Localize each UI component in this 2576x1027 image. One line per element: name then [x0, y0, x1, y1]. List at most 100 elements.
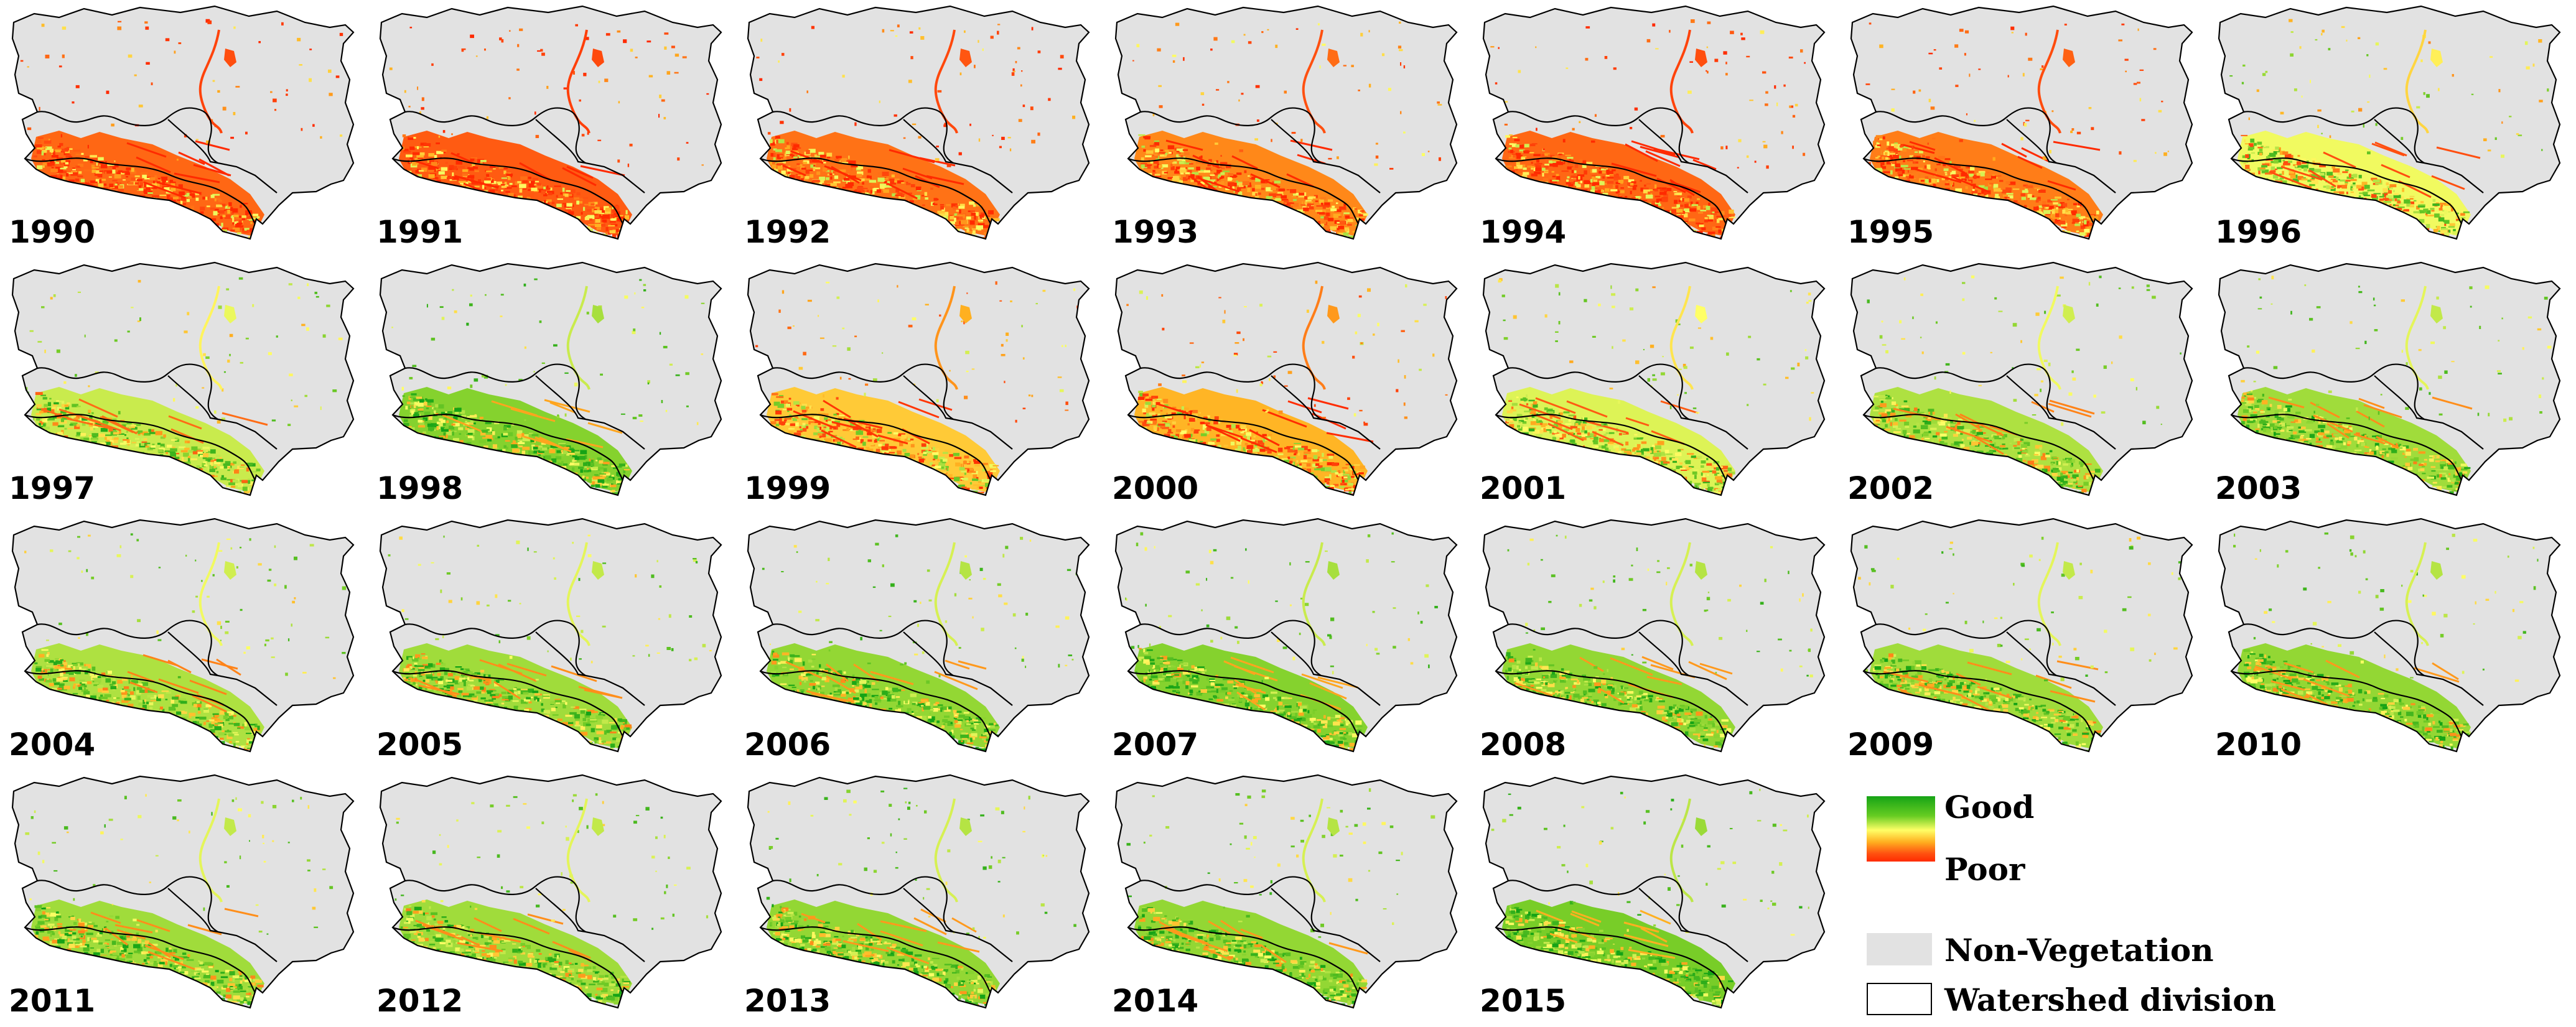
vegetation-map	[1482, 774, 1826, 1009]
watershed-division-line	[1140, 876, 1322, 932]
map-panel-1990: 1990	[0, 0, 368, 256]
watershed-division-line	[903, 119, 1013, 193]
oasis-patch	[959, 305, 972, 323]
oasis-patch	[1695, 817, 1707, 836]
year-label: 2002	[1847, 470, 1934, 506]
vegetation-map	[747, 5, 1090, 240]
river-corridor	[1669, 286, 1694, 390]
watershed-division-line	[404, 620, 586, 676]
map-panel-1992: 1992	[735, 0, 1103, 256]
basin-outline	[1114, 5, 1458, 240]
basin-outline	[1850, 5, 2193, 240]
watershed-division-line	[1127, 414, 1359, 481]
year-label: 1993	[1112, 214, 1199, 250]
river-corridor	[566, 29, 590, 134]
watershed-division-line	[392, 414, 623, 481]
basin-outline	[2218, 518, 2561, 753]
year-label: 2004	[9, 727, 96, 763]
vegetation-map	[379, 774, 722, 1009]
year-label: 1994	[1480, 214, 1567, 250]
watershed-division-line	[37, 876, 218, 932]
watershed-division-line	[903, 631, 1013, 706]
watershed-division-line	[1271, 888, 1381, 962]
year-label: 1992	[744, 214, 831, 250]
river-corridor	[2405, 542, 2429, 646]
river-corridor	[1302, 542, 1326, 646]
oasis-patch	[959, 561, 972, 580]
year-label: 1995	[1847, 214, 1934, 250]
watershed-division-line	[1863, 414, 2094, 481]
vegetation-map	[1114, 774, 1458, 1009]
map-panel-2013: 2013	[735, 769, 1103, 1025]
river-corridor	[1302, 798, 1326, 903]
watershed-division-line	[167, 375, 278, 450]
watershed-division-line	[2006, 119, 2116, 193]
oasis-patch	[1327, 305, 1340, 323]
watershed-division-line	[903, 375, 1013, 450]
year-label: 2015	[1480, 983, 1567, 1019]
river-corridor	[1669, 798, 1694, 903]
vegetation-map	[1482, 518, 1826, 753]
basin-outline	[11, 774, 355, 1009]
year-label: 1997	[9, 470, 96, 506]
watershed-division-line	[1140, 107, 1322, 164]
watershed-division-line	[2231, 414, 2462, 481]
watershed-division-line	[1495, 157, 1727, 225]
year-label: 2005	[376, 727, 464, 763]
watershed-division-line	[760, 414, 991, 481]
watershed-division-line	[1140, 620, 1322, 676]
basin-outline	[747, 518, 1090, 753]
vegetation-map	[1850, 261, 2193, 496]
watershed-division-line	[167, 631, 278, 706]
year-label: 1999	[744, 470, 831, 506]
legend-non-vegetation-label: Non-Vegetation	[1944, 932, 2214, 969]
year-label: 1991	[376, 214, 464, 250]
watershed-division-line	[772, 363, 954, 420]
vegetation-belt	[1134, 899, 1368, 1005]
basin-outline	[379, 261, 722, 496]
vegetation-map	[747, 261, 1090, 496]
watershed-division-line	[1638, 375, 1748, 450]
map-panel-2011: 2011	[0, 769, 368, 1025]
basin-outline	[1114, 774, 1458, 1009]
watershed-division-line	[24, 926, 256, 993]
watershed-division-line	[24, 414, 256, 481]
map-panel-2007: 2007	[1103, 513, 1471, 769]
vegetation-map	[11, 774, 355, 1009]
river-corridor	[2037, 286, 2061, 390]
legend-watershed-label: Watershed division	[1944, 982, 2276, 1018]
river-corridor	[198, 286, 223, 390]
oasis-patch	[592, 305, 604, 323]
watershed-division-line	[2006, 631, 2116, 706]
watershed-division-line	[1875, 620, 2057, 676]
year-label: 2010	[2215, 727, 2302, 763]
basin-outline	[379, 774, 722, 1009]
watershed-division-line	[772, 876, 954, 932]
watershed-division-line	[1508, 363, 1689, 420]
vegetation-map	[379, 518, 722, 753]
basin-outline	[11, 5, 355, 240]
watershed-division-line	[1140, 363, 1322, 420]
watershed-division-line	[535, 119, 645, 193]
basin-outline	[2218, 5, 2561, 240]
year-label: 2011	[9, 983, 96, 1019]
year-label: 1990	[9, 214, 96, 250]
river-corridor	[566, 286, 590, 390]
year-label: 2008	[1480, 727, 1567, 763]
map-panel-2015: 2015	[1471, 769, 1839, 1025]
watershed-division-line	[1495, 670, 1727, 737]
river-corridor	[566, 542, 590, 646]
legend-watershed-swatch	[1867, 983, 1932, 1015]
watershed-division-line	[1271, 375, 1381, 450]
watershed-division-line	[167, 888, 278, 962]
watershed-division-line	[772, 620, 954, 676]
basin-outline	[11, 518, 355, 753]
vegetation-map	[1482, 5, 1826, 240]
year-label: 2003	[2215, 470, 2302, 506]
river-corridor	[934, 798, 958, 903]
basin-outline	[1482, 774, 1826, 1009]
watershed-division-line	[760, 670, 991, 737]
oasis-patch	[959, 49, 972, 67]
map-panel-2003: 2003	[2206, 256, 2574, 513]
oasis-patch	[2063, 49, 2075, 67]
